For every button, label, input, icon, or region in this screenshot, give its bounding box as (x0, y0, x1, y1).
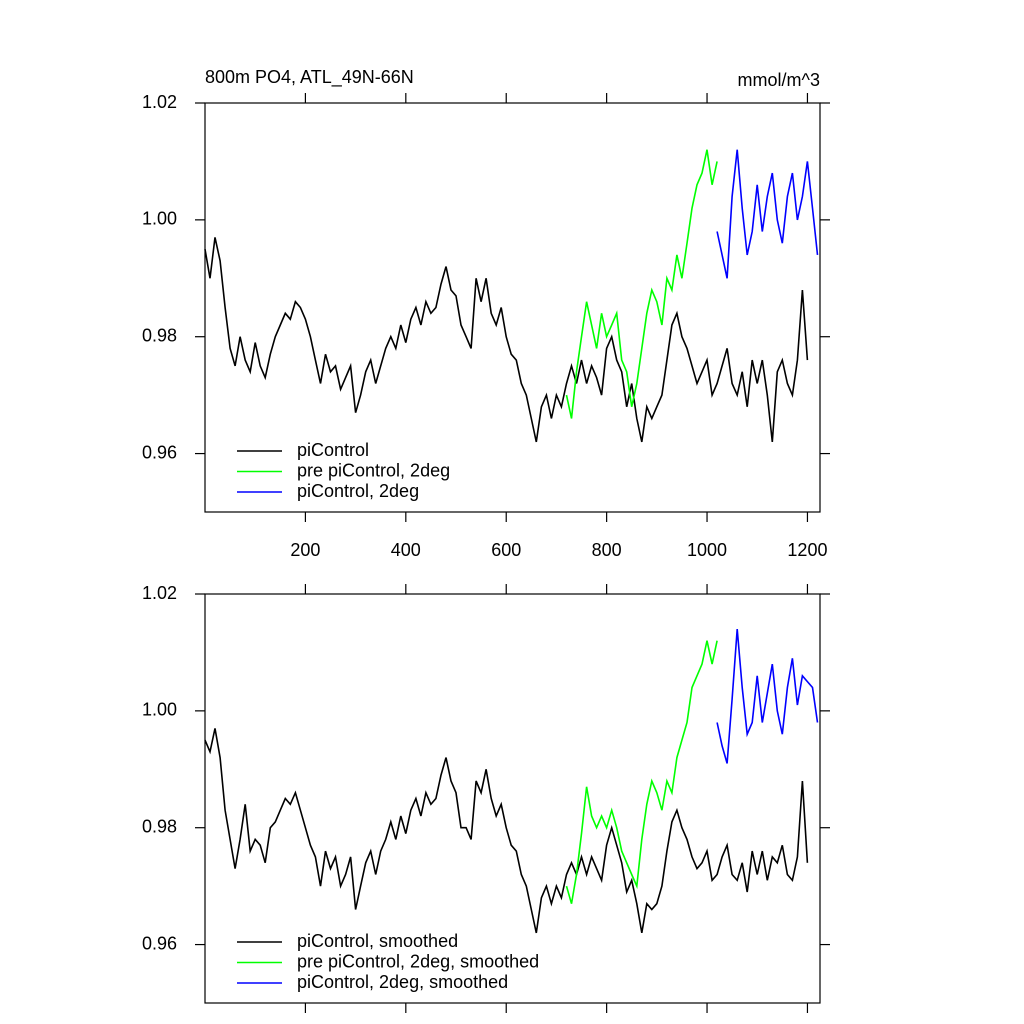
legend-label: pre piControl, 2deg, smoothed (297, 951, 539, 971)
y-tick-label: 1.02 (142, 583, 177, 603)
x-tick-label: 800 (592, 540, 622, 560)
legend-label: pre piControl, 2deg (297, 460, 450, 480)
series-line (565, 149, 718, 419)
y-tick-label: 1.02 (142, 92, 177, 112)
y-tick-label: 1.00 (142, 700, 177, 720)
legend-label: piControl, 2deg (297, 481, 419, 501)
legend-label: piControl, smoothed (297, 931, 458, 951)
series-line (565, 640, 718, 904)
x-tick-label: 1200 (787, 540, 827, 560)
plot-frame (204, 593, 821, 1004)
units-label: mmol/m^3 (738, 70, 820, 90)
series-line (204, 728, 809, 934)
y-tick-label: 0.98 (142, 816, 177, 836)
legend-label: piControl (297, 440, 369, 460)
plot-frame (204, 102, 821, 513)
chart-title: 800m PO4, ATL_49N-66N (205, 67, 414, 88)
y-tick-label: 0.96 (142, 442, 177, 462)
x-tick-label: 200 (290, 540, 320, 560)
x-tick-label: 400 (391, 540, 421, 560)
series-line (716, 149, 819, 279)
y-tick-label: 0.98 (142, 325, 177, 345)
y-tick-label: 0.96 (142, 933, 177, 953)
series-line (204, 237, 809, 443)
x-tick-label: 600 (491, 540, 521, 560)
x-tick-label: 1000 (687, 540, 727, 560)
y-tick-label: 1.00 (142, 209, 177, 229)
legend-label: piControl, 2deg, smoothed (297, 972, 508, 992)
series-line (716, 629, 819, 764)
